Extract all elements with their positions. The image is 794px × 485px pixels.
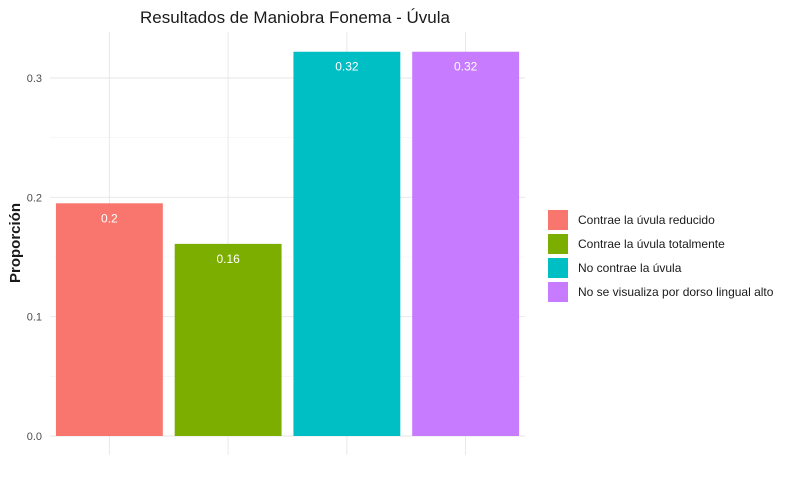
legend-swatch xyxy=(548,210,568,230)
legend-label: No se visualiza por dorso lingual alto xyxy=(578,285,774,299)
legend-item: No contrae la úvula xyxy=(548,256,773,280)
legend-swatch xyxy=(548,258,568,278)
bar xyxy=(412,51,520,436)
y-tick-label: 0.0 xyxy=(27,431,42,443)
legend-swatch xyxy=(548,234,568,254)
legend-label: No contrae la úvula xyxy=(578,261,682,275)
data-label: 0.16 xyxy=(216,252,240,266)
legend-swatch xyxy=(548,282,568,302)
legend-label: Contrae la úvula totalmente xyxy=(578,237,725,251)
y-tick-label: 0.2 xyxy=(27,192,42,204)
legend-item: Contrae la úvula reducido xyxy=(548,208,773,232)
data-labels: 0.2 0.16 0.32 0.32 xyxy=(101,60,478,266)
bar xyxy=(293,51,401,436)
bars xyxy=(55,51,520,436)
data-label: 0.32 xyxy=(335,60,359,74)
y-tick-label: 0.1 xyxy=(27,312,42,324)
y-tick-label: 0.3 xyxy=(27,73,42,85)
y-axis-label: Proporción xyxy=(7,203,24,283)
bar xyxy=(55,203,163,436)
legend-label: Contrae la úvula reducido xyxy=(578,213,715,227)
bar xyxy=(174,243,282,436)
legend: Contrae la úvula reducido Contrae la úvul… xyxy=(548,208,773,304)
chart-title: Resultados de Maniobra Fonema - Úvula xyxy=(140,8,450,27)
legend-item: Contrae la úvula totalmente xyxy=(548,232,773,256)
data-label: 0.2 xyxy=(101,211,118,225)
legend-item: No se visualiza por dorso lingual alto xyxy=(548,280,773,304)
y-axis-ticks: 0.0 0.1 0.2 0.3 xyxy=(27,73,42,443)
data-label: 0.32 xyxy=(454,60,478,74)
